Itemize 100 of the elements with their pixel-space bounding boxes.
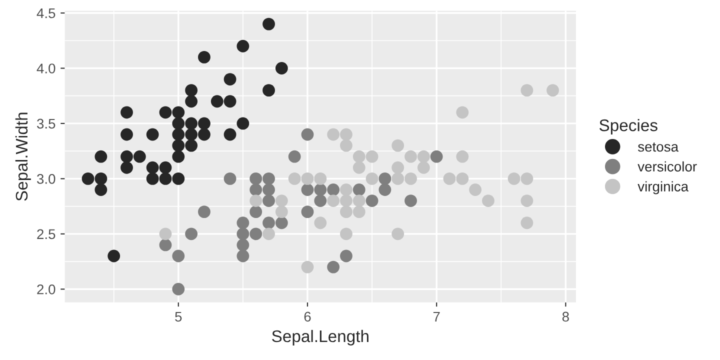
point: [275, 216, 288, 230]
y-axis-title: Sepal.Width: [15, 112, 31, 201]
point: [392, 228, 404, 240]
point: [288, 172, 301, 185]
point: [94, 172, 108, 185]
point: [146, 161, 159, 174]
legend-label: virginica: [638, 181, 689, 194]
y-tick-label: 4.5: [36, 8, 56, 18]
point: [327, 128, 340, 141]
point: [120, 128, 133, 141]
point: [236, 228, 250, 240]
point: [275, 194, 288, 207]
point: [275, 206, 288, 218]
point: [352, 184, 366, 196]
point: [172, 128, 185, 141]
point: [236, 238, 250, 252]
point: [340, 194, 352, 207]
point: [262, 172, 275, 185]
point: [352, 194, 366, 207]
point: [185, 117, 198, 130]
point: [301, 260, 314, 274]
point: [352, 206, 366, 218]
point: [159, 238, 172, 252]
point: [224, 172, 236, 185]
point: [159, 172, 172, 185]
point: [366, 194, 378, 207]
point: [314, 216, 327, 230]
point: [262, 228, 275, 240]
point: [185, 139, 198, 152]
point: [120, 106, 133, 119]
point: [430, 150, 443, 163]
point: [314, 184, 327, 196]
point: [250, 206, 262, 218]
point: [262, 18, 275, 30]
point: [327, 260, 340, 274]
point: [340, 206, 352, 218]
point: [366, 150, 378, 163]
point: [146, 172, 159, 185]
point: [301, 128, 314, 141]
y-tick-label: 4.0: [36, 64, 56, 74]
point: [404, 194, 417, 207]
point: [520, 194, 534, 207]
point: [185, 95, 198, 108]
point: [520, 216, 534, 230]
point: [352, 161, 366, 174]
point: [288, 150, 301, 163]
point: [120, 150, 133, 163]
legend-label: setosa: [638, 142, 679, 152]
point: [301, 184, 314, 196]
point: [198, 117, 210, 130]
point: [301, 206, 314, 218]
point: [520, 84, 534, 97]
point: [159, 161, 172, 174]
point: [456, 106, 469, 119]
x-tick-label: 6: [304, 312, 311, 322]
point: [82, 172, 94, 185]
point: [236, 250, 250, 262]
point: [443, 172, 456, 185]
point: [546, 84, 559, 97]
point: [172, 282, 185, 296]
point: [236, 117, 250, 130]
point: [404, 150, 417, 163]
x-tick-label: 5: [175, 312, 182, 322]
point: [262, 194, 275, 207]
point: [392, 139, 404, 152]
point: [159, 228, 172, 240]
point: [198, 206, 210, 218]
point: [456, 150, 469, 163]
point: [120, 161, 133, 174]
point: [314, 194, 327, 207]
x-tick-label: 7: [433, 312, 440, 322]
point: [262, 184, 275, 196]
point: [172, 250, 185, 262]
point: [133, 150, 146, 163]
point: [404, 172, 417, 185]
point: [520, 172, 534, 185]
point: [417, 161, 430, 174]
x-tick-label: 8: [562, 312, 569, 322]
legend-label: versicolor: [638, 161, 697, 172]
point: [378, 184, 392, 196]
point: [172, 172, 185, 185]
point: [198, 128, 210, 141]
point: [508, 172, 520, 185]
point: [327, 194, 340, 207]
point: [352, 150, 366, 163]
point: [94, 184, 108, 196]
y-tick-label: 2.5: [37, 229, 56, 240]
point: [262, 84, 275, 97]
point: [185, 84, 198, 97]
point: [392, 161, 404, 174]
point: [108, 250, 120, 262]
point: [262, 216, 275, 230]
point: [185, 128, 198, 141]
point: [250, 228, 262, 240]
x-axis-title: Sepal.Length: [272, 330, 368, 346]
point: [185, 228, 198, 240]
y-tick-label: 2.0: [37, 284, 56, 294]
point: [392, 172, 404, 185]
point: [236, 40, 250, 52]
legend-title: Species: [599, 118, 658, 135]
